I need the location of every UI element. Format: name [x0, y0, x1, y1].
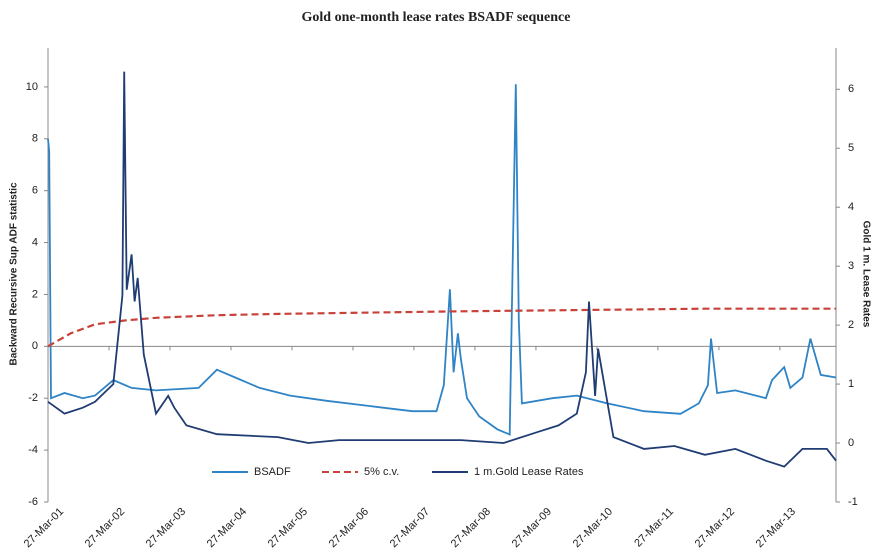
legend-label: 5% c.v. — [364, 466, 399, 478]
y-tick-label: 10 — [26, 81, 38, 93]
x-tick-label: 27-Mar-08 — [449, 506, 493, 550]
y2-tick-label: 0 — [848, 437, 854, 449]
y-tick-label: 6 — [32, 185, 38, 197]
line-series — [47, 71, 837, 468]
y2-tick-label: 5 — [848, 142, 854, 154]
x-tick-label: 27-Mar-12 — [693, 506, 737, 550]
x-tick-label: 27-Mar-10 — [571, 506, 615, 550]
x-tick-label: 27-Mar-07 — [388, 506, 432, 550]
y-tick-label: -4 — [28, 444, 38, 456]
line-series — [47, 307, 836, 348]
x-tick-label: 27-Mar-03 — [144, 506, 188, 550]
x-tick-label: 27-Mar-01 — [22, 506, 66, 550]
line-series — [47, 84, 837, 436]
y2-tick-label: -1 — [848, 496, 858, 508]
y-tick-label: 8 — [32, 133, 38, 145]
y-tick-label: -2 — [28, 392, 38, 404]
legend-label: 1 m.Gold Lease Rates — [474, 466, 584, 478]
x-tick-label: 27-Mar-04 — [205, 506, 249, 550]
y2-tick-label: 6 — [848, 83, 854, 95]
y-tick-label: 4 — [32, 236, 38, 248]
y2-tick-label: 3 — [848, 260, 854, 272]
legend-label: BSADF — [254, 466, 291, 478]
y2-axis-title: Gold 1 m. Lease Rates — [860, 221, 871, 328]
x-tick-label: 27-Mar-06 — [327, 506, 371, 550]
x-tick-label: 27-Mar-05 — [266, 506, 310, 550]
y-tick-label: 2 — [32, 288, 38, 300]
y-tick-label: 0 — [32, 340, 38, 352]
y2-tick-label: 2 — [848, 319, 854, 331]
x-tick-label: 27-Mar-11 — [632, 506, 676, 550]
y2-tick-label: 4 — [848, 201, 854, 213]
x-tick-label: 27-Mar-09 — [510, 506, 554, 550]
x-tick-label: 27-Mar-13 — [754, 506, 798, 550]
chart-title: Gold one-month lease rates BSADF sequenc… — [302, 10, 571, 25]
x-tick-label: 27-Mar-02 — [83, 506, 127, 550]
y-tick-label: -6 — [28, 496, 38, 508]
y2-tick-label: 1 — [848, 378, 854, 390]
y-axis-title: Backward Recursive Sup ADF statistic — [9, 182, 20, 365]
